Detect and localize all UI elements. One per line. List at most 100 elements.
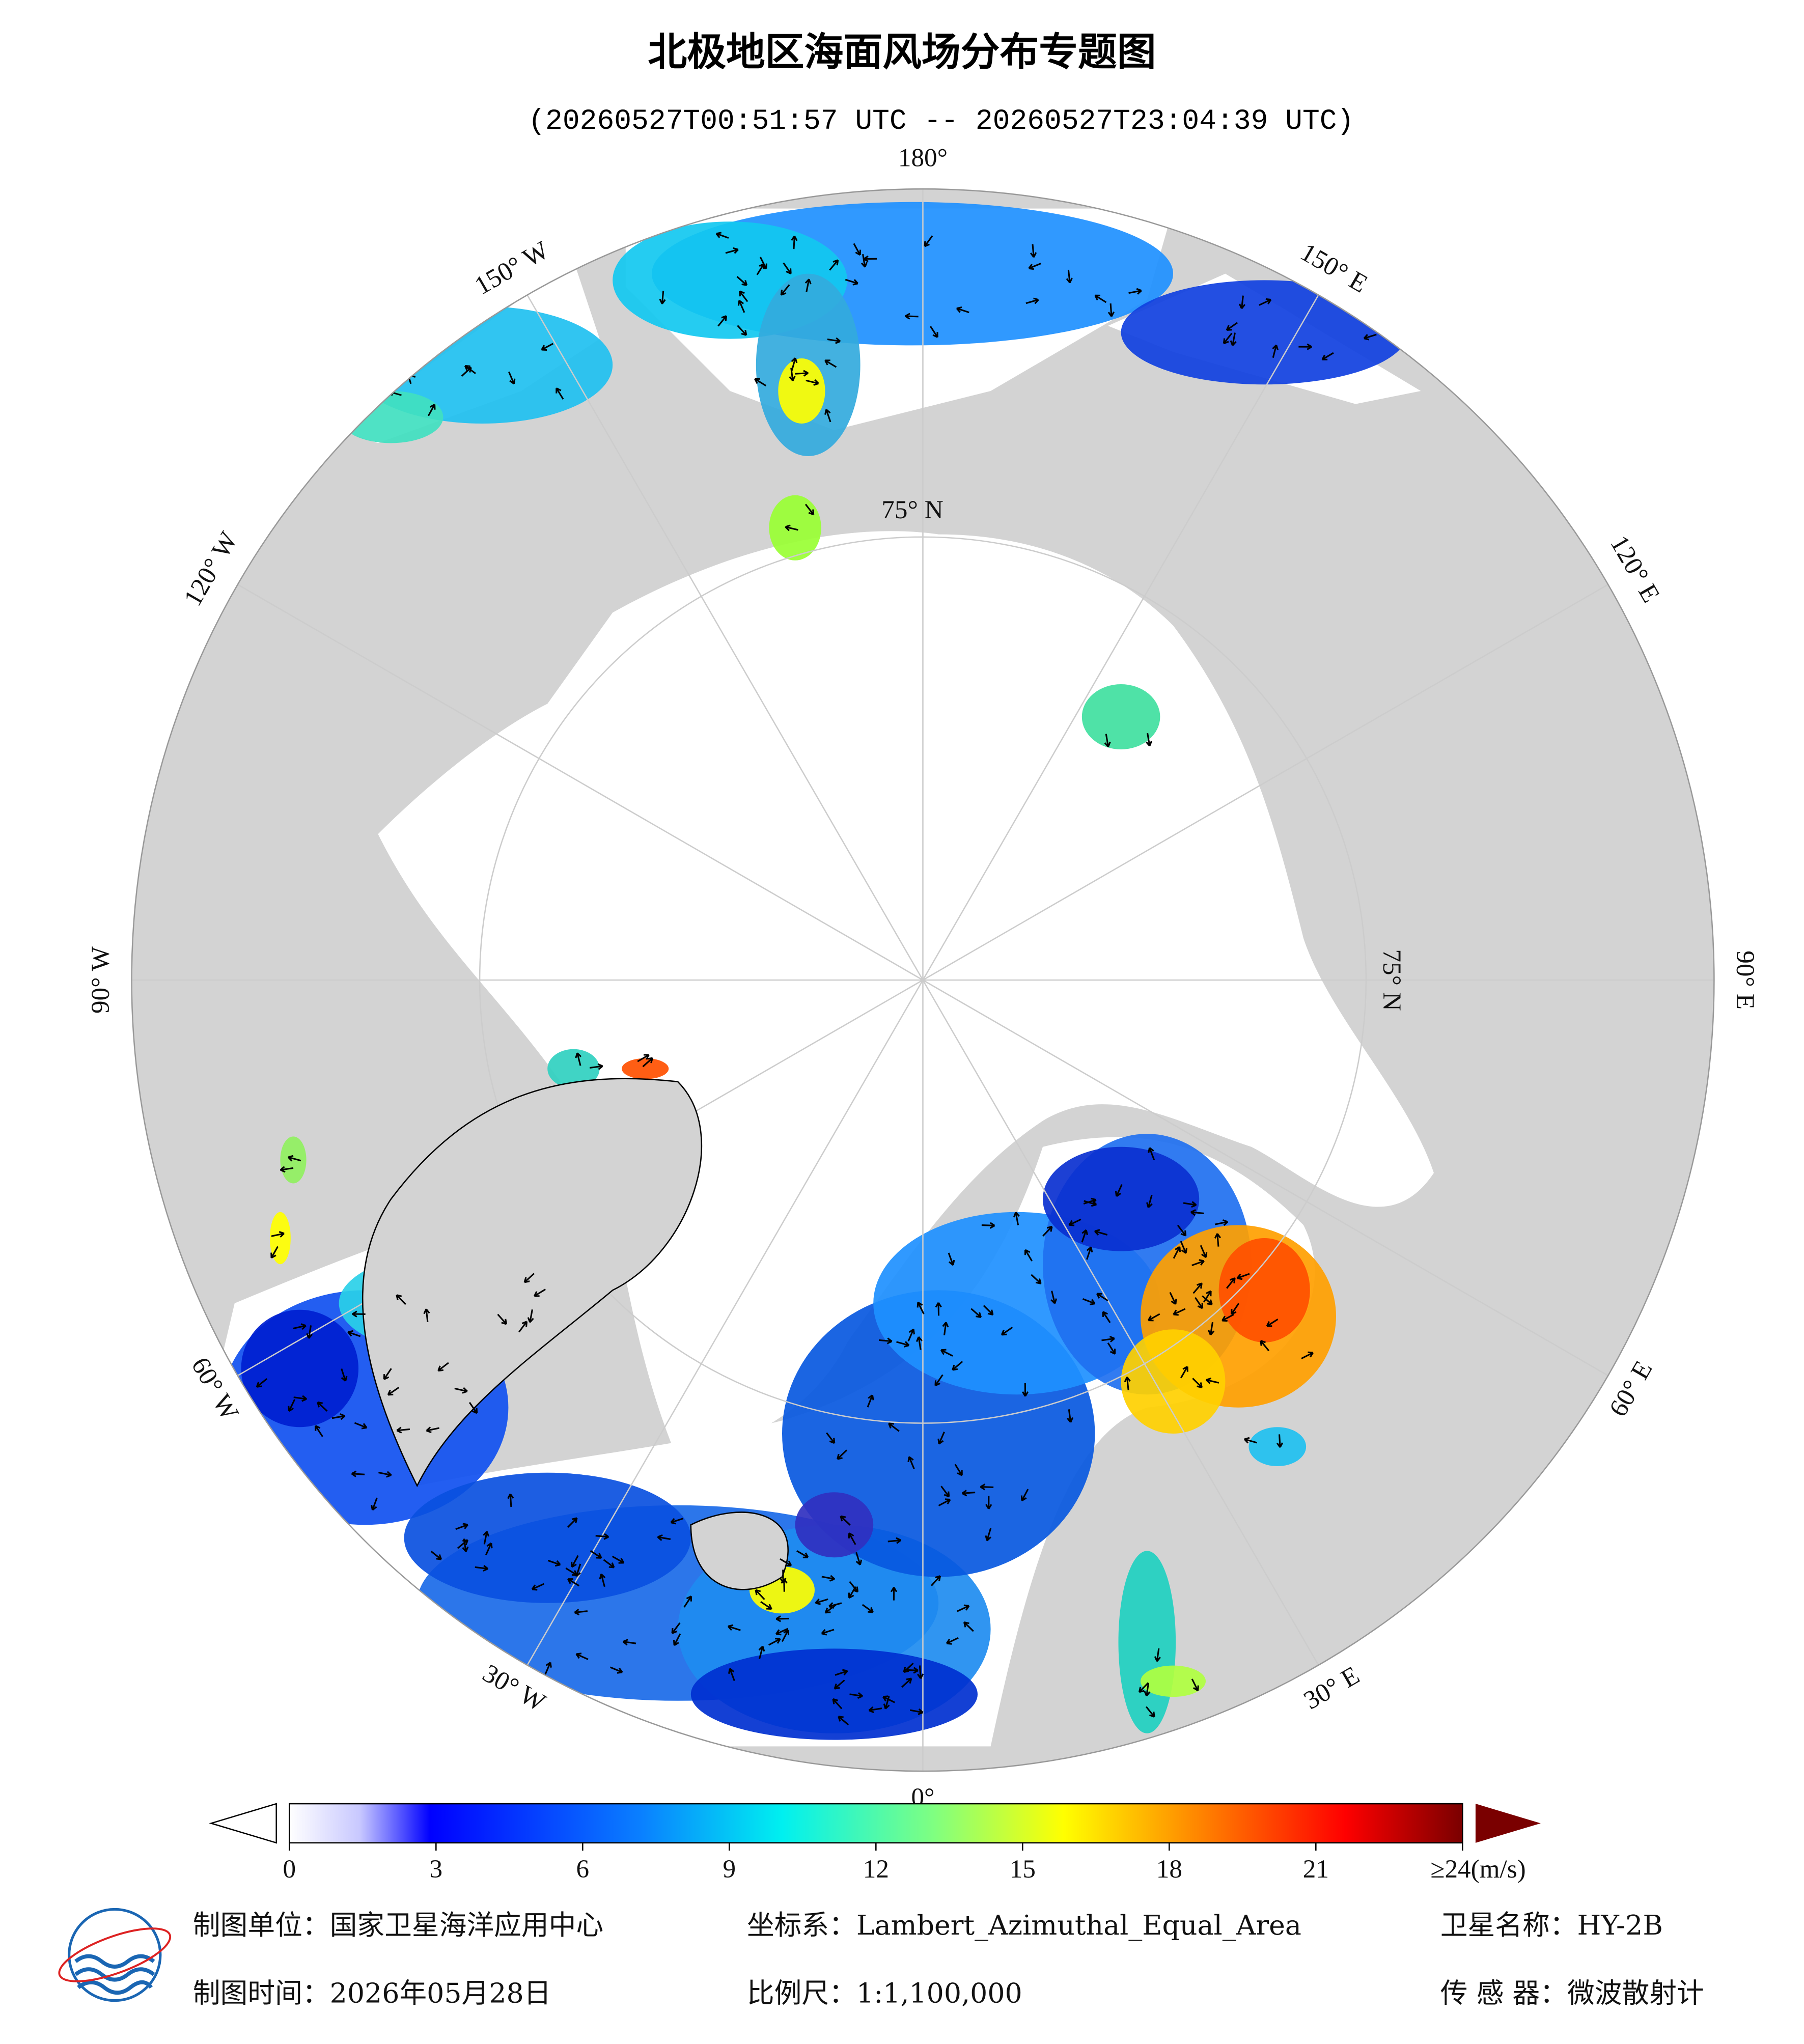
wind-arrow xyxy=(821,1575,836,1582)
wind-speed-patch xyxy=(1118,1551,1176,1733)
wind-arrow xyxy=(728,1668,735,1682)
wind-arrow xyxy=(901,1677,912,1688)
wind-arrow xyxy=(840,1515,851,1526)
wind-arrow xyxy=(848,1532,856,1545)
wind-arrow xyxy=(837,1449,848,1460)
wind-arrow xyxy=(1128,288,1142,295)
wind-arrow xyxy=(1214,1233,1222,1247)
wind-arrow xyxy=(887,1537,902,1544)
wind-arrow xyxy=(907,1328,915,1342)
wind-arrow xyxy=(737,300,745,313)
wind-arrow xyxy=(931,1575,941,1586)
wind-speed-patch xyxy=(404,1472,691,1603)
wind-arrow xyxy=(961,1490,976,1497)
wind-arrow xyxy=(671,1622,681,1634)
wind-arrow xyxy=(861,254,868,268)
wind-arrow xyxy=(867,1394,874,1408)
wind-arrow xyxy=(736,276,748,286)
wind-arrow xyxy=(364,353,372,366)
wind-speed-patch xyxy=(547,1049,600,1088)
wind-speed-patch xyxy=(769,495,821,561)
wind-arrow xyxy=(1094,1229,1108,1236)
wind-arrow xyxy=(271,1231,285,1238)
wind-arrow xyxy=(935,1302,942,1316)
wind-arrow xyxy=(795,370,809,377)
wind-arrow xyxy=(1173,1246,1181,1259)
wind-speed-patch xyxy=(1248,1427,1307,1466)
colorbar xyxy=(289,1803,1463,1844)
wind-arrow xyxy=(1146,733,1153,747)
wind-arrow xyxy=(1191,1678,1199,1692)
wind-arrow xyxy=(985,1528,992,1542)
wind-arrow xyxy=(834,1679,845,1690)
wind-arrow xyxy=(475,1564,489,1572)
wind-arrow xyxy=(426,1426,440,1434)
wind-arrow xyxy=(755,1589,765,1600)
wind-arrow xyxy=(804,503,815,516)
map xyxy=(131,189,1714,1772)
wind-arrow xyxy=(341,1368,348,1382)
wind-arrow xyxy=(758,1645,765,1660)
wind-arrow xyxy=(1101,1335,1115,1342)
wind-arrow xyxy=(288,1399,296,1412)
wind-arrow xyxy=(612,1555,625,1564)
wind-arrow xyxy=(1084,1200,1097,1207)
wind-speed-patch xyxy=(778,358,825,424)
wind-arrow xyxy=(1260,1340,1270,1352)
wind-arrow xyxy=(567,1517,578,1528)
wind-arrow xyxy=(1020,1489,1029,1502)
greenland xyxy=(362,1078,702,1488)
wind-arrow xyxy=(878,1337,893,1345)
wind-arrow xyxy=(637,1054,650,1062)
wind-arrow xyxy=(1096,1293,1108,1302)
wind-arrow xyxy=(599,1573,606,1587)
wind-speed-patch xyxy=(1121,280,1408,385)
wind-arrow xyxy=(1202,1295,1213,1305)
wind-arrow xyxy=(352,1310,366,1318)
wind-arrow xyxy=(775,1628,789,1636)
wind-arrow xyxy=(727,1624,741,1631)
wind-arrow xyxy=(1192,1282,1203,1294)
wind-arrow xyxy=(246,1428,253,1442)
wind-speed-patch xyxy=(339,391,443,443)
wind-arrow xyxy=(622,1639,636,1646)
wind-arrow xyxy=(725,247,739,254)
wind-arrow xyxy=(430,1550,442,1560)
wind-arrow xyxy=(981,1222,995,1229)
wind-arrow xyxy=(485,1542,493,1556)
wind-arrow xyxy=(783,262,792,274)
meridian xyxy=(922,979,1608,1377)
wind-arrow xyxy=(1173,1308,1186,1316)
wind-arrow xyxy=(464,365,476,374)
wind-arrow xyxy=(952,1361,963,1371)
wind-arrow xyxy=(531,1583,544,1591)
meridian xyxy=(922,979,1319,1666)
wind-arrow xyxy=(853,243,862,256)
wind-arrow xyxy=(954,1464,963,1476)
wind-arrow xyxy=(838,1716,849,1726)
wind-arrow xyxy=(826,1432,836,1444)
wind-arrow xyxy=(1223,332,1233,345)
wind-arrow xyxy=(821,1629,835,1636)
colorbar-tick-label: 3 xyxy=(430,1855,443,1884)
wind-arrow xyxy=(739,290,748,302)
wind-arrow xyxy=(1205,1377,1219,1384)
colorbar-tick-label: 0 xyxy=(283,1855,296,1884)
wind-arrow xyxy=(924,235,933,247)
wind-arrow xyxy=(863,255,877,263)
wind-arrow xyxy=(454,1387,468,1394)
wind-arrow xyxy=(1154,1648,1161,1662)
wind-arrow xyxy=(293,1395,308,1402)
wind-arrow xyxy=(246,1450,260,1458)
wind-arrow xyxy=(670,1518,684,1525)
wind-arrow xyxy=(780,1558,792,1566)
wind-arrow xyxy=(1203,1290,1212,1303)
wind-arrow xyxy=(544,1662,552,1675)
wind-speed-patch xyxy=(1043,1146,1200,1251)
colorbar-tick-label: 6 xyxy=(576,1855,590,1884)
wind-arrow xyxy=(849,1581,859,1593)
wind-arrow xyxy=(280,1166,294,1173)
footer-sensor: 传 感 器：微波散射计 xyxy=(1440,1977,1704,2009)
wind-arrow xyxy=(835,1669,848,1676)
wind-arrow xyxy=(1230,1303,1240,1315)
